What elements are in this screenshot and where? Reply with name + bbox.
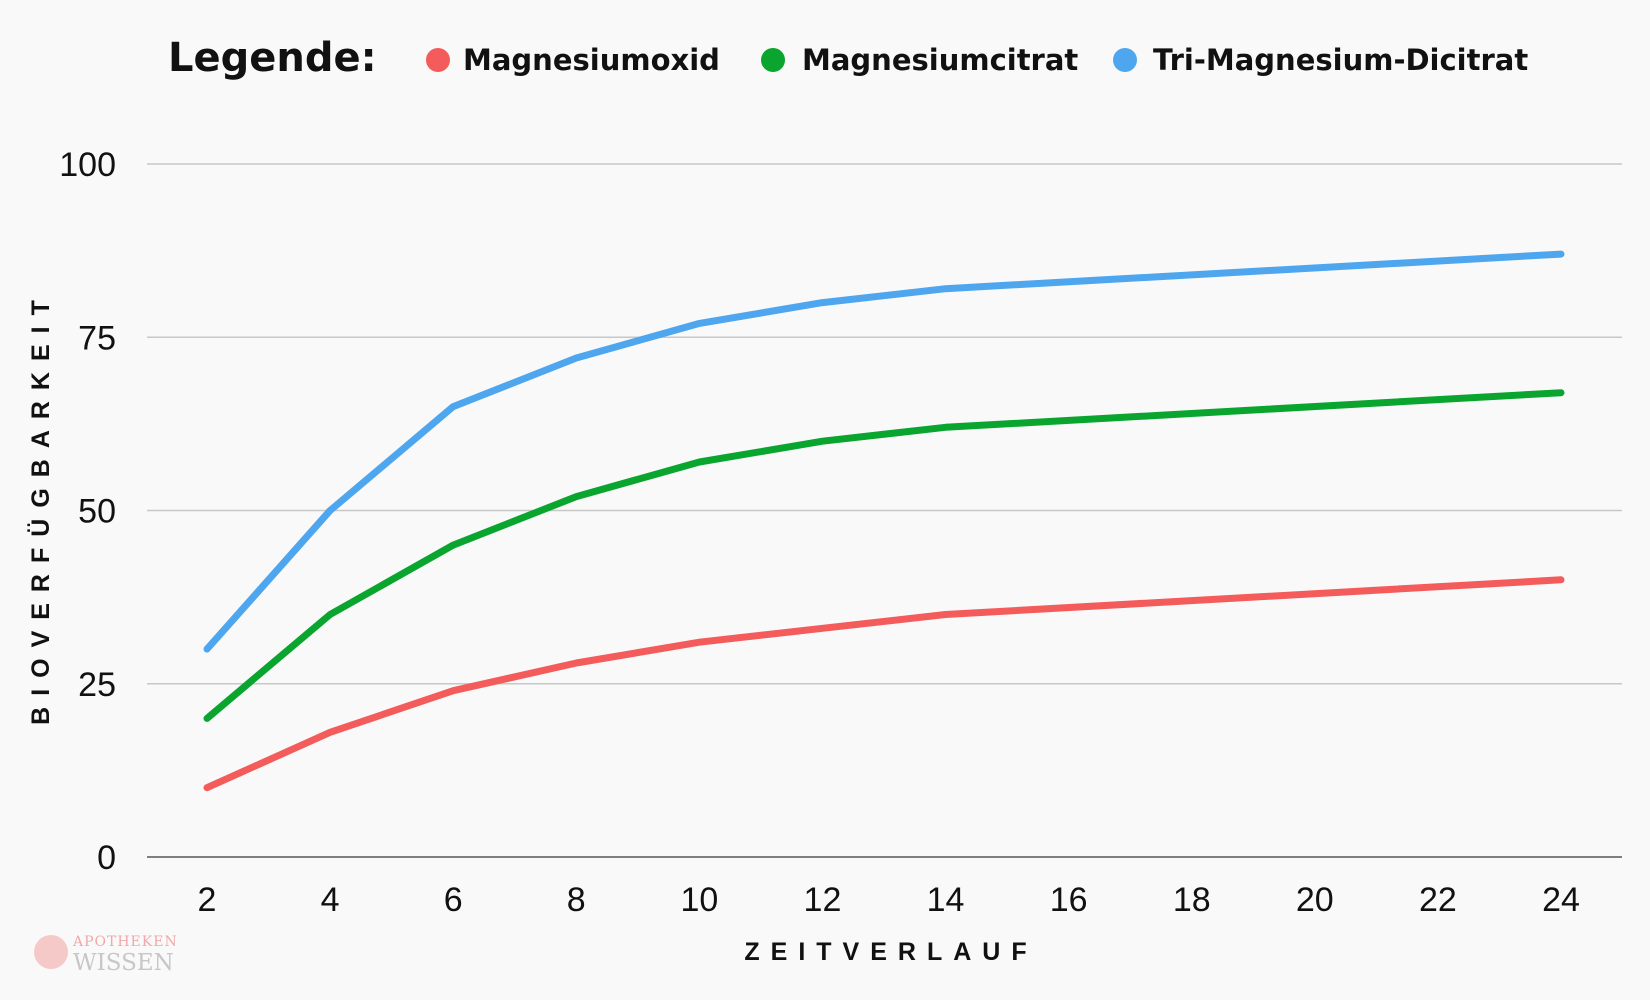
series-line-2 [203, 389, 1565, 722]
legend-title: Legende: [168, 35, 377, 81]
legend-item-2: Magnesiumcitrat [761, 43, 1078, 77]
x-tick-label-4: 4 [321, 881, 340, 919]
y-tick-label-75: 75 [78, 319, 116, 357]
legend-label: Magnesiumcitrat [802, 43, 1078, 77]
legend-marker-icon [761, 48, 785, 72]
series-line-1 [203, 576, 1565, 792]
watermark-line2: WISSEN [73, 950, 174, 976]
y-tick-label-50: 50 [78, 493, 116, 531]
y-tick-label-100: 100 [59, 146, 116, 184]
x-tick-label-14: 14 [927, 881, 965, 919]
grid [147, 163, 1622, 858]
watermark-emblem-icon [34, 935, 68, 969]
watermark-line1: APOTHEKEN [72, 934, 178, 950]
y-axis-ticks: 0 25 50 75 100 [59, 146, 116, 877]
x-tick-label-18: 18 [1173, 881, 1211, 919]
y-tick-label-25: 25 [78, 666, 116, 704]
legend-item-1: Magnesiumoxid [426, 43, 720, 77]
x-tick-label-20: 20 [1296, 881, 1334, 919]
x-tick-label-16: 16 [1050, 881, 1088, 919]
legend-marker-icon [1113, 48, 1137, 72]
series-line-3 [203, 250, 1565, 653]
legend: Legende: Magnesiumoxid Magnesiumcitrat Tri… [168, 35, 1528, 81]
x-tick-label-8: 8 [567, 881, 586, 919]
x-axis-ticks: 2 4 6 8 10 12 14 16 18 20 22 24 [198, 881, 1580, 919]
y-axis-label: BIOVERFÜGBARKEIT [26, 289, 55, 725]
y-tick-label-0: 0 [97, 839, 116, 877]
x-tick-label-2: 2 [198, 881, 217, 919]
x-tick-label-24: 24 [1542, 881, 1580, 919]
legend-label: Tri-Magnesium-Dicitrat [1153, 43, 1528, 77]
series-layer [203, 250, 1565, 792]
x-tick-label-12: 12 [804, 881, 842, 919]
x-tick-label-10: 10 [680, 881, 718, 919]
legend-label: Magnesiumoxid [463, 43, 720, 77]
x-tick-label-6: 6 [444, 881, 463, 919]
legend-marker-icon [426, 48, 450, 72]
x-axis-label: ZEITVERLAUF [744, 938, 1037, 966]
x-tick-label-22: 22 [1419, 881, 1457, 919]
legend-item-3: Tri-Magnesium-Dicitrat [1113, 43, 1528, 77]
watermark-logo: APOTHEKEN WISSEN [34, 934, 178, 976]
